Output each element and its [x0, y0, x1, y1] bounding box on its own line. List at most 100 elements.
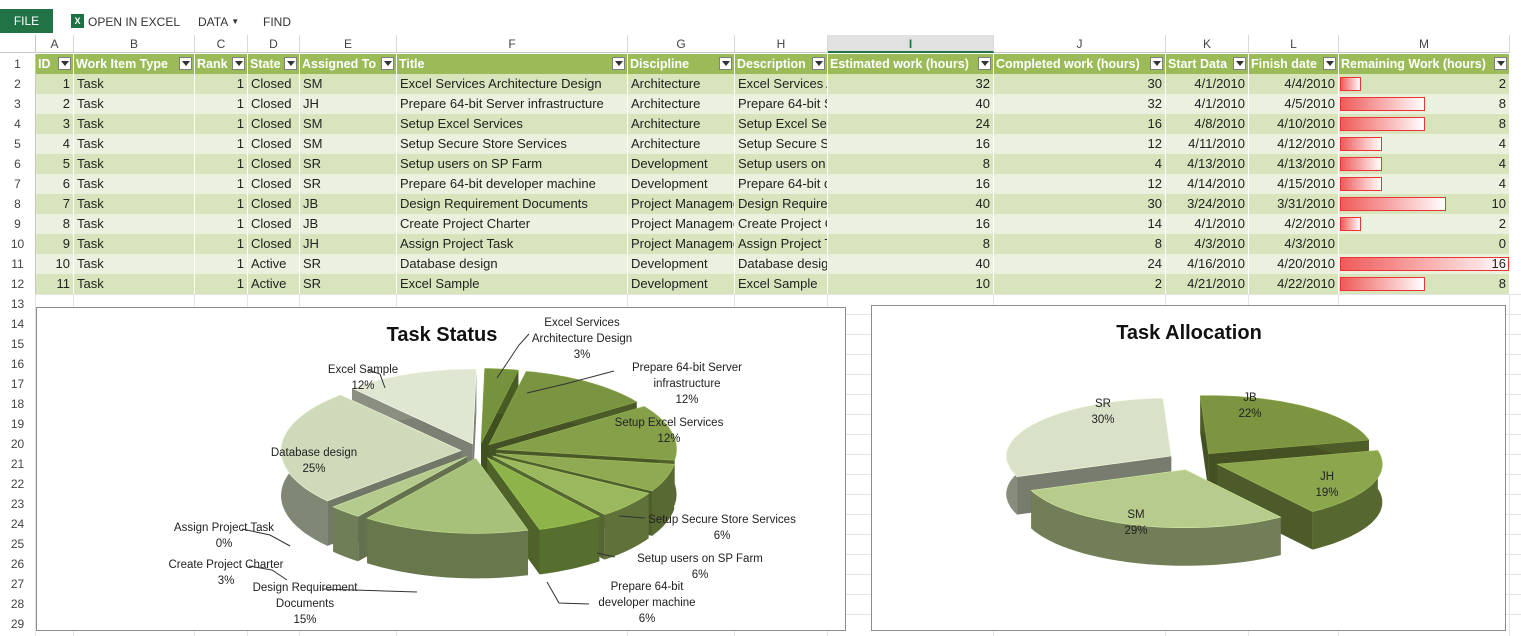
table-cell[interactable]: 4/13/2010	[1166, 154, 1249, 174]
table-cell[interactable]: JB	[300, 194, 397, 214]
row-header-23[interactable]: 23	[0, 494, 36, 514]
table-cell[interactable]: Create Project Charter	[397, 214, 628, 234]
table-cell[interactable]: Development	[628, 254, 735, 274]
row-header-15[interactable]: 15	[0, 334, 36, 354]
remaining-work-cell[interactable]: 8	[1339, 94, 1510, 114]
table-header-cell[interactable]: Assigned To	[300, 54, 397, 74]
table-cell[interactable]: 16	[828, 134, 994, 154]
task-status-chart[interactable]: Task Status Excel Services Architecture De…	[36, 307, 846, 631]
row-header-29[interactable]: 29	[0, 614, 36, 634]
column-header-i[interactable]: I	[828, 35, 994, 53]
table-cell[interactable]: 4/8/2010	[1166, 114, 1249, 134]
table-cell[interactable]: Create Project C	[735, 214, 828, 234]
filter-dropdown-icon[interactable]	[179, 57, 192, 70]
row-header-21[interactable]: 21	[0, 454, 36, 474]
table-cell[interactable]: 4/1/2010	[1166, 214, 1249, 234]
remaining-work-cell[interactable]: 0	[1339, 234, 1510, 254]
table-cell[interactable]: Architecture	[628, 134, 735, 154]
table-cell[interactable]: Project Manageme	[628, 194, 735, 214]
table-cell[interactable]: 4/10/2010	[1249, 114, 1339, 134]
table-header-cell[interactable]: Completed work (hours)	[994, 54, 1166, 74]
table-cell[interactable]: Excel Sample	[397, 274, 628, 294]
table-cell[interactable]: 4/14/2010	[1166, 174, 1249, 194]
table-cell[interactable]: 2	[994, 274, 1166, 294]
row-header-18[interactable]: 18	[0, 394, 36, 414]
table-cell[interactable]: 32	[994, 94, 1166, 114]
table-cell[interactable]: Active	[248, 274, 300, 294]
filter-dropdown-icon[interactable]	[232, 57, 245, 70]
table-cell[interactable]: Active	[248, 254, 300, 274]
table-cell[interactable]: Setup Excel Serv	[735, 114, 828, 134]
pie-slice[interactable]	[366, 457, 529, 579]
remaining-work-cell[interactable]: 16	[1339, 254, 1510, 274]
table-header-cell[interactable]: Finish date	[1249, 54, 1339, 74]
table-cell[interactable]: 3/24/2010	[1166, 194, 1249, 214]
table-cell[interactable]: 30	[994, 74, 1166, 94]
row-header-4[interactable]: 4	[0, 114, 36, 134]
table-cell[interactable]: 2	[36, 94, 74, 114]
table-cell[interactable]: Task	[74, 274, 195, 294]
row-header-2[interactable]: 2	[0, 74, 36, 94]
table-cell[interactable]: Task	[74, 214, 195, 234]
table-cell[interactable]: 4/2/2010	[1249, 214, 1339, 234]
table-cell[interactable]: Closed	[248, 134, 300, 154]
table-cell[interactable]: Development	[628, 154, 735, 174]
table-cell[interactable]: 16	[994, 114, 1166, 134]
table-cell[interactable]: 1	[195, 114, 248, 134]
table-cell[interactable]: Task	[74, 174, 195, 194]
column-header-b[interactable]: B	[74, 35, 195, 53]
table-cell[interactable]: Task	[74, 74, 195, 94]
row-header-10[interactable]: 10	[0, 234, 36, 254]
row-header-27[interactable]: 27	[0, 574, 36, 594]
table-cell[interactable]: JB	[300, 214, 397, 234]
table-cell[interactable]: 3	[36, 114, 74, 134]
table-cell[interactable]: 1	[195, 214, 248, 234]
table-cell[interactable]: SM	[300, 114, 397, 134]
column-header-e[interactable]: E	[300, 35, 397, 53]
row-header-13[interactable]: 13	[0, 294, 36, 314]
table-cell[interactable]: Prepare 64-bit S	[735, 94, 828, 114]
table-cell[interactable]: Project Manageme	[628, 214, 735, 234]
table-cell[interactable]: 1	[195, 234, 248, 254]
table-cell[interactable]: 6	[36, 174, 74, 194]
column-header-h[interactable]: H	[735, 35, 828, 53]
table-cell[interactable]: 4/20/2010	[1249, 254, 1339, 274]
remaining-work-cell[interactable]: 8	[1339, 274, 1510, 294]
table-cell[interactable]: Task	[74, 234, 195, 254]
table-cell[interactable]: 1	[195, 134, 248, 154]
table-cell[interactable]: Closed	[248, 234, 300, 254]
table-header-cell[interactable]: Rank	[195, 54, 248, 74]
table-cell[interactable]: Prepare 64-bit Server infrastructure	[397, 94, 628, 114]
table-header-cell[interactable]: Estimated work (hours)	[828, 54, 994, 74]
table-cell[interactable]: Assign Project Task	[397, 234, 628, 254]
filter-dropdown-icon[interactable]	[978, 57, 991, 70]
row-header-28[interactable]: 28	[0, 594, 36, 614]
table-cell[interactable]: 8	[36, 214, 74, 234]
column-header-j[interactable]: J	[994, 35, 1166, 53]
table-cell[interactable]: 1	[195, 74, 248, 94]
remaining-work-cell[interactable]: 8	[1339, 114, 1510, 134]
table-cell[interactable]: 4/1/2010	[1166, 74, 1249, 94]
table-cell[interactable]: 40	[828, 94, 994, 114]
table-cell[interactable]: 16	[828, 214, 994, 234]
table-cell[interactable]: Assign Project T	[735, 234, 828, 254]
row-header-17[interactable]: 17	[0, 374, 36, 394]
column-header-c[interactable]: C	[195, 35, 248, 53]
table-cell[interactable]: 1	[195, 154, 248, 174]
data-menu[interactable]: DATA ▼	[198, 14, 239, 30]
row-header-12[interactable]: 12	[0, 274, 36, 294]
table-cell[interactable]: 1	[195, 274, 248, 294]
filter-dropdown-icon[interactable]	[284, 57, 297, 70]
table-cell[interactable]: Excel Sample	[735, 274, 828, 294]
row-header-24[interactable]: 24	[0, 514, 36, 534]
file-button[interactable]: FILE	[0, 9, 53, 33]
table-header-cell[interactable]: Start Data	[1166, 54, 1249, 74]
table-cell[interactable]: 4/5/2010	[1249, 94, 1339, 114]
table-cell[interactable]: SR	[300, 274, 397, 294]
table-cell[interactable]: 40	[828, 194, 994, 214]
table-header-cell[interactable]: Work Item Type	[74, 54, 195, 74]
table-cell[interactable]: Setup Secure Store Services	[397, 134, 628, 154]
table-cell[interactable]: Closed	[248, 174, 300, 194]
open-in-excel-button[interactable]: X OPEN IN EXCEL	[71, 14, 180, 30]
table-cell[interactable]: Setup Excel Services	[397, 114, 628, 134]
